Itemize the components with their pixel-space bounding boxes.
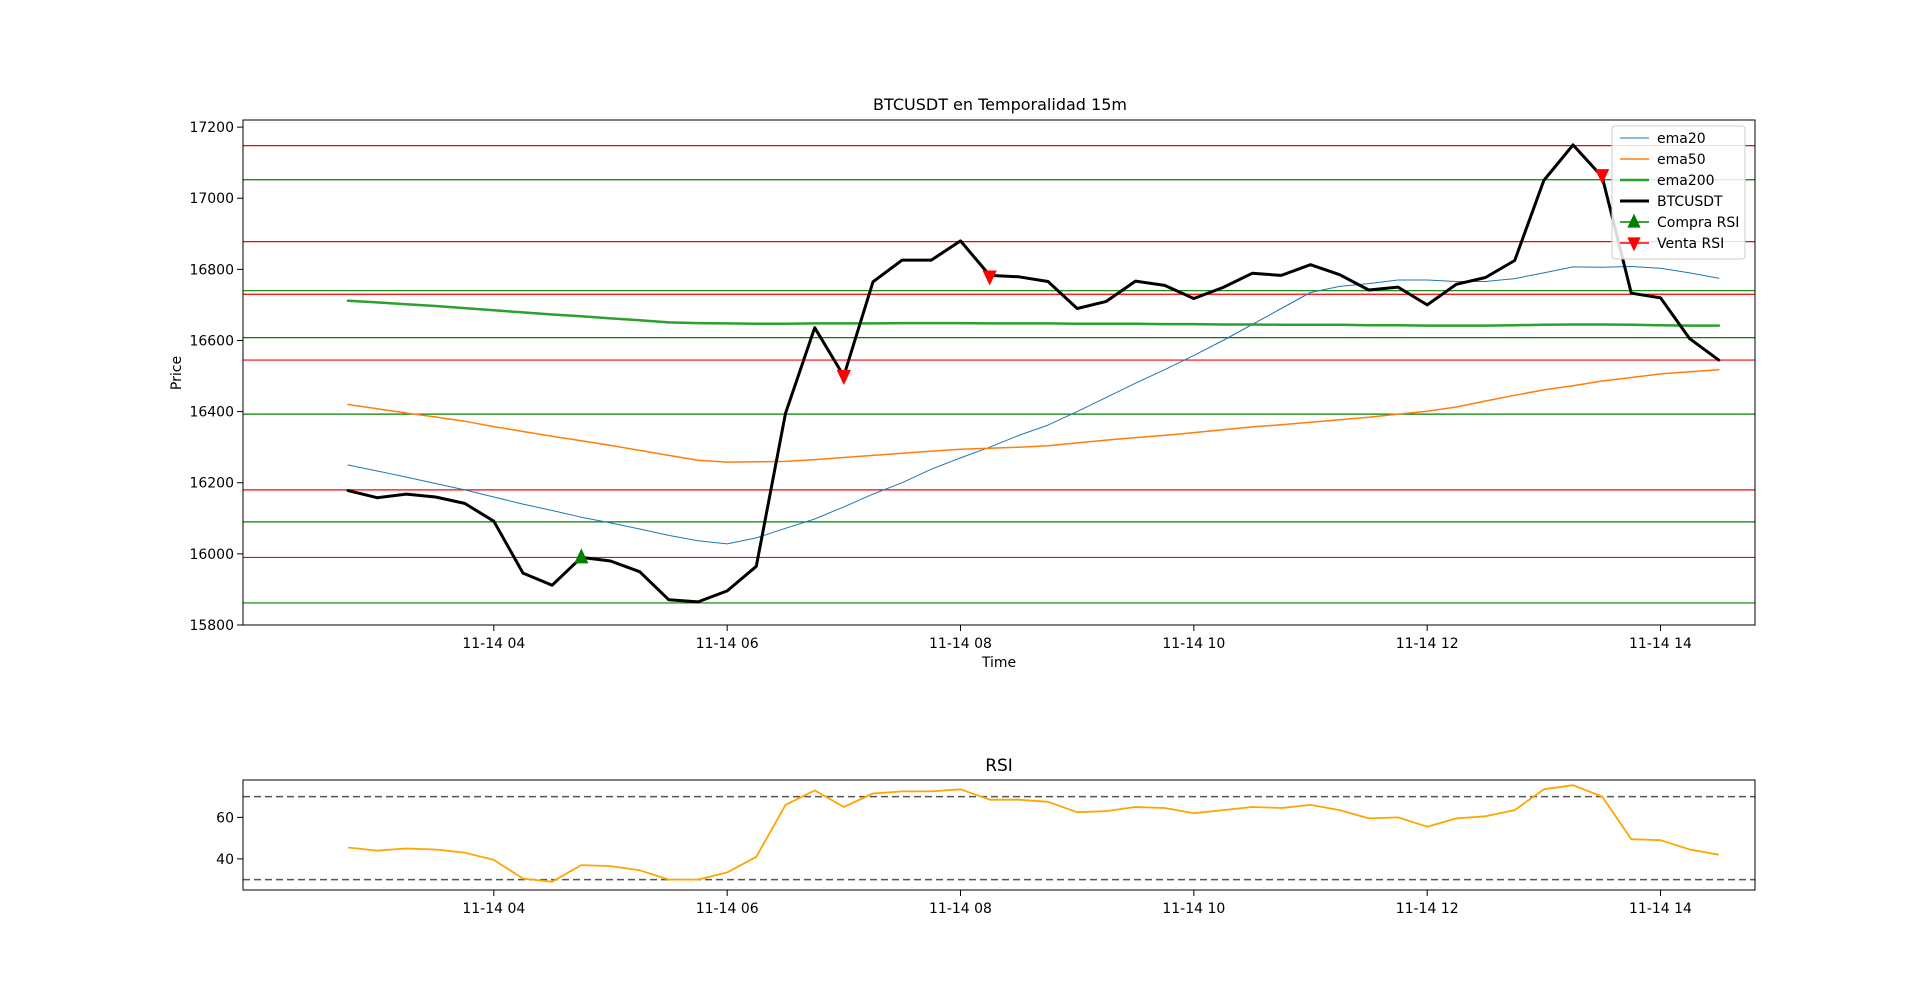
legend-label: BTCUSDT (1657, 194, 1723, 210)
x-tick-label: 11-14 14 (1629, 636, 1692, 652)
legend-marker (1627, 213, 1641, 228)
x-tick-label: 11-14 10 (1162, 901, 1225, 917)
rsi-chart: RSI 40 60 11-14 04 11-14 06 11-14 08 11-14 1… (216, 756, 1756, 917)
x-tick-label: 11-14 06 (696, 636, 759, 652)
price-chart: BTCUSDT en Temporalidad 15m 15800 16000 16… (169, 95, 1756, 671)
x-tick-label: 11-14 04 (462, 636, 525, 652)
x-tick-label: 11-14 10 (1162, 636, 1225, 652)
x-tick-label: 11-14 04 (462, 901, 525, 917)
y-tick-label: 16800 (189, 262, 234, 278)
y-tick-label: 16600 (189, 333, 234, 349)
rsi-x-axis: 11-14 04 11-14 06 11-14 08 11-14 10 11-14 12… (462, 890, 1692, 917)
y-tick-label: 60 (216, 810, 234, 826)
y-tick-label: 15800 (189, 618, 234, 634)
sell-signal-marker (1595, 169, 1610, 185)
series-line-ema50 (347, 368, 1720, 463)
series-line-ema200 (346, 299, 1721, 327)
legend-label: ema200 (1657, 173, 1715, 189)
legend-label: ema20 (1657, 131, 1706, 147)
legend-label: Compra RSI (1657, 215, 1739, 231)
rsi-y-axis: 40 60 (216, 810, 243, 868)
legend: ema20 ema50 ema200 BTCUSDT Compra RSI Venta R… (1611, 125, 1746, 260)
y-tick-label: 17200 (189, 120, 234, 136)
legend-label: Venta RSI (1657, 236, 1724, 252)
x-tick-label: 11-14 06 (696, 901, 759, 917)
x-tick-label: 11-14 12 (1396, 636, 1459, 652)
signal-markers (574, 169, 1610, 564)
buy-signal-marker (574, 548, 589, 564)
y-tick-label: 40 (216, 852, 234, 868)
rsi-chart-title: RSI (985, 756, 1013, 776)
x-tick-label: 11-14 08 (929, 901, 992, 917)
price-x-axis: 11-14 04 11-14 06 11-14 08 11-14 10 11-14 12… (462, 625, 1692, 652)
price-chart-title: BTCUSDT en Temporalidad 15m (873, 95, 1127, 114)
y-tick-label: 17000 (189, 191, 234, 207)
y-tick-label: 16200 (189, 476, 234, 492)
sell-signal-marker (836, 370, 851, 386)
rsi-plot-frame (242, 779, 1756, 891)
price-plot-frame (242, 119, 1756, 626)
price-y-axis: 15800 16000 16200 16400 16600 16800 17000 17200 (189, 120, 243, 634)
horizontal-level-lines (243, 145, 1755, 604)
legend-entry-btcusdt: BTCUSDT (1620, 194, 1723, 210)
series-line-btcusdt (346, 143, 1721, 604)
legend-entry-ema200: ema200 (1620, 173, 1715, 189)
legend-entry-venta-rsi: Venta RSI (1620, 236, 1724, 252)
legend-label: ema50 (1657, 152, 1706, 168)
price-y-axis-label: Price (169, 356, 185, 390)
x-tick-label: 11-14 12 (1396, 901, 1459, 917)
sell-signal-marker (982, 270, 997, 286)
x-tick-label: 11-14 14 (1629, 901, 1692, 917)
price-x-axis-label: Time (981, 655, 1016, 671)
series-line-ema20 (347, 266, 1720, 545)
y-tick-label: 16400 (189, 405, 234, 421)
price-series-lines (346, 143, 1721, 604)
x-tick-label: 11-14 08 (929, 636, 992, 652)
legend-entry-ema50: ema50 (1620, 152, 1706, 168)
rsi-series-line (347, 784, 1719, 883)
legend-entry-ema20: ema20 (1620, 131, 1706, 147)
rsi-reference-lines (243, 795, 1755, 881)
y-tick-label: 16000 (189, 547, 234, 563)
legend-marker (1627, 237, 1641, 252)
legend-entry-compra-rsi: Compra RSI (1620, 213, 1739, 231)
series-line-rsi (347, 784, 1719, 883)
